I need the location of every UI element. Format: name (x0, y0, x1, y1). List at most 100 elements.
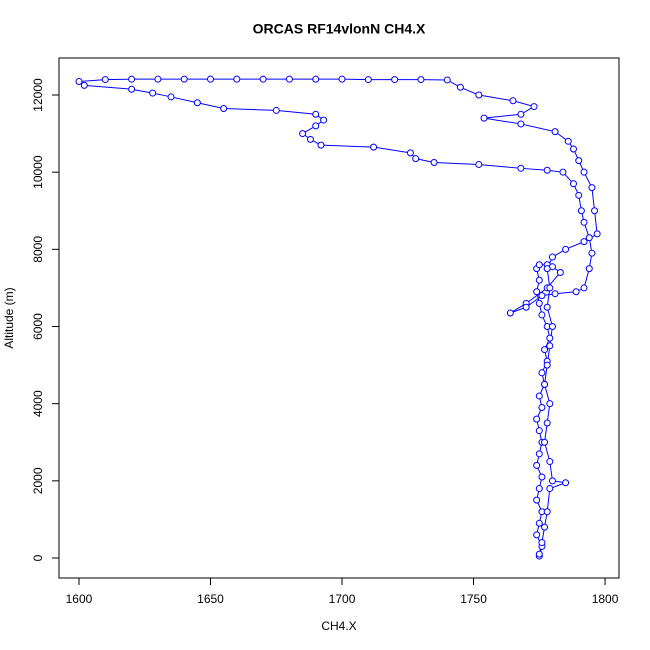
data-point (546, 334, 554, 342)
data-point (546, 458, 554, 466)
data-point (475, 160, 483, 168)
data-point (207, 75, 215, 83)
data-point (588, 249, 596, 257)
data-point (509, 97, 517, 105)
data-point (538, 292, 546, 300)
y-tick-label: 12000 (31, 78, 45, 112)
data-point (538, 311, 546, 319)
data-point (167, 93, 175, 101)
data-point (541, 438, 549, 446)
data-point (535, 276, 543, 284)
data-point (517, 110, 525, 118)
data-point (535, 485, 543, 493)
data-point (480, 114, 488, 122)
data-point (546, 485, 554, 493)
data-point (75, 77, 83, 85)
data-point (312, 122, 320, 130)
y-axis-label: Altitude (m) (2, 287, 16, 348)
y-tick-label: 2000 (31, 467, 45, 494)
data-point (233, 75, 241, 83)
data-point (180, 75, 188, 83)
data-point (572, 288, 580, 296)
data-point (370, 143, 378, 151)
data-point (535, 299, 543, 307)
data-point (588, 184, 596, 192)
data-point (538, 369, 546, 377)
data-point (551, 290, 559, 298)
data-point (562, 479, 570, 487)
x-axis-label: CH4.X (321, 619, 356, 633)
data-point (541, 346, 549, 354)
data-point (533, 531, 541, 539)
x-tick-label: 1750 (460, 592, 487, 606)
x-tick-label: 1700 (329, 592, 356, 606)
data-point (533, 461, 541, 469)
data-point (585, 265, 593, 273)
data-point (575, 191, 583, 199)
data-point (533, 415, 541, 423)
data-point (564, 137, 572, 145)
data-point (533, 288, 541, 296)
data-point (543, 265, 551, 273)
data-point (562, 245, 570, 253)
data-point (556, 268, 564, 276)
data-point (535, 450, 543, 458)
data-point (580, 168, 588, 176)
data-point (522, 303, 530, 311)
data-point (538, 473, 546, 481)
data-point (517, 120, 525, 128)
data-point (317, 141, 325, 149)
data-point (535, 392, 543, 400)
data-point (538, 539, 546, 547)
data-point (543, 508, 551, 516)
x-tick-label: 1650 (197, 592, 224, 606)
y-tick-label: 4000 (31, 390, 45, 417)
data-point (506, 309, 514, 317)
data-point (548, 253, 556, 261)
data-point (546, 342, 554, 350)
data-point (591, 207, 599, 215)
data-point (530, 103, 538, 111)
data-point (220, 105, 228, 113)
data-line (77, 78, 598, 557)
data-point (546, 400, 554, 408)
data-point (101, 76, 109, 84)
x-tick-label: 1600 (66, 592, 93, 606)
y-tick-label: 0 (31, 554, 45, 561)
data-point (535, 550, 543, 558)
data-point (312, 75, 320, 83)
data-point (548, 323, 556, 331)
data-point (541, 380, 549, 388)
data-point (546, 284, 554, 292)
data-point (535, 427, 543, 435)
data-point (585, 234, 593, 242)
data-point (580, 238, 588, 246)
y-tick-label: 6000 (31, 313, 45, 340)
data-point (149, 89, 157, 97)
data-point (535, 519, 543, 527)
data-point (543, 419, 551, 427)
data-point (338, 75, 346, 83)
data-point (80, 81, 88, 89)
data-point (580, 284, 588, 292)
data-point (443, 76, 451, 84)
data-point (533, 496, 541, 504)
data-point (543, 303, 551, 311)
data-point (128, 85, 136, 93)
data-point (517, 164, 525, 172)
data-point (306, 135, 314, 143)
chart-title: ORCAS RF14vlonN CH4.X (253, 21, 426, 37)
data-point (406, 149, 414, 157)
data-point (128, 75, 136, 83)
data-point (430, 159, 438, 167)
data-point (577, 207, 585, 215)
data-point (285, 75, 293, 83)
data-point (364, 76, 372, 84)
data-point (538, 404, 546, 412)
data-point (412, 155, 420, 163)
data-point (259, 75, 267, 83)
data-point (320, 116, 328, 124)
x-tick-label: 1800 (592, 592, 619, 606)
data-point (193, 99, 201, 107)
